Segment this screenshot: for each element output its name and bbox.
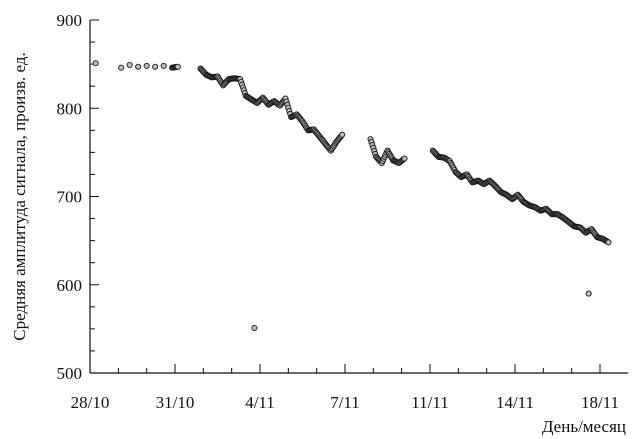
data-point [92,60,99,67]
y-tick-label: 900 [57,11,83,30]
axes [89,19,628,374]
data-point [251,324,258,332]
y-tick-label: 800 [57,99,83,118]
y-tick-label: 600 [57,276,83,295]
data-point [585,290,592,297]
x-tick-label: 28/10 [71,393,110,412]
data-point [339,131,346,138]
data-point [126,61,133,69]
data-point [160,62,167,69]
data-point [118,64,125,71]
data-point [143,62,150,69]
x-tick-label: 11/11 [411,393,448,412]
data-point [174,63,181,70]
data-points [92,60,612,332]
x-tick-label: 18/11 [581,393,619,412]
x-axis-label: День/месяц [542,417,626,436]
data-point [135,63,142,70]
labels: 500 600 700 800 900 28/10 31/10 4/11 7/11 11/11 14… [10,11,626,436]
y-tick-label: 500 [57,364,83,383]
data-point [605,239,612,246]
data-point [401,155,408,162]
y-axis-label: Средняя амплитуда сигнала, произв. ед. [10,52,29,340]
x-tick-label: 7/11 [330,393,360,412]
x-tick-label: 31/10 [156,393,195,412]
y-tick-label: 700 [57,188,83,207]
x-tick-label: 14/11 [496,393,534,412]
data-point [152,63,159,70]
x-tick-label: 4/11 [245,393,275,412]
